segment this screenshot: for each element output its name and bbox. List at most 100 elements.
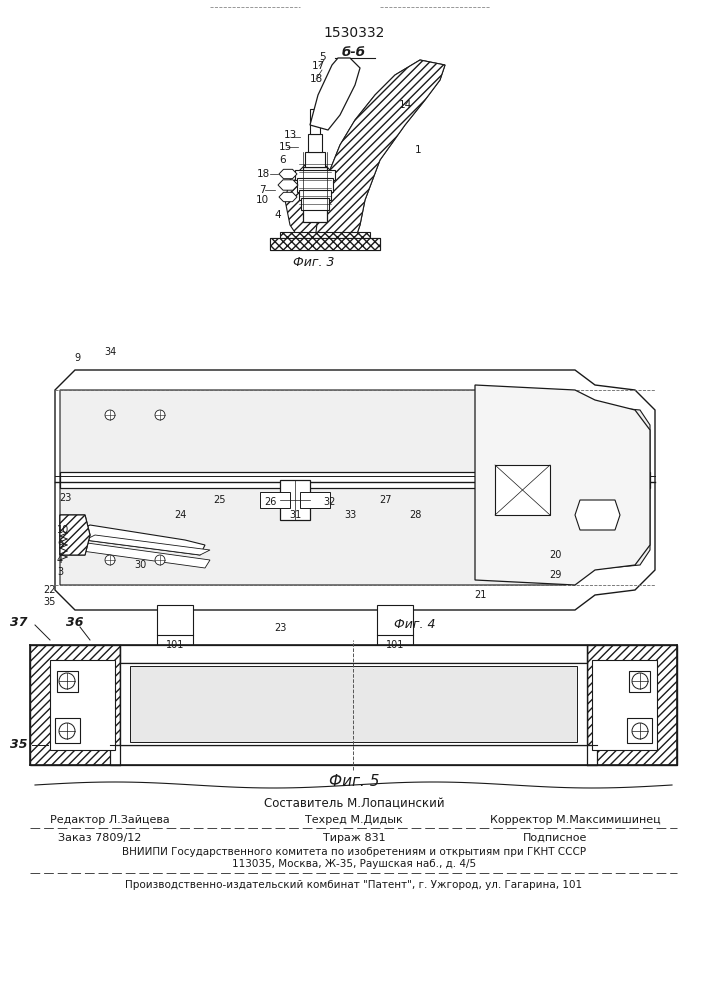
Bar	[308, 134, 322, 152]
Text: Составитель М.Лопацинский: Составитель М.Лопацинский	[264, 798, 444, 810]
Circle shape	[105, 555, 115, 565]
Polygon shape	[310, 60, 445, 240]
Bar	[495, 465, 550, 515]
Text: 1: 1	[415, 145, 421, 155]
Text: 9: 9	[57, 540, 63, 550]
Text: 101: 101	[166, 640, 185, 650]
Text: 18: 18	[257, 169, 269, 179]
Circle shape	[105, 410, 115, 420]
Text: Фиг. 3: Фиг. 3	[293, 255, 334, 268]
Polygon shape	[278, 180, 298, 190]
Polygon shape	[279, 169, 297, 179]
Polygon shape	[30, 645, 120, 765]
Circle shape	[155, 410, 165, 420]
Text: 35: 35	[11, 738, 28, 752]
Polygon shape	[587, 645, 677, 765]
Bar	[297, 178, 333, 192]
Text: 28: 28	[409, 510, 421, 520]
Text: 26: 26	[264, 497, 276, 507]
Polygon shape	[157, 605, 193, 635]
Polygon shape	[75, 542, 210, 568]
Polygon shape	[130, 666, 577, 742]
Text: 14: 14	[398, 100, 411, 110]
Text: Корректор М.Максимишинец: Корректор М.Максимишинец	[490, 815, 660, 825]
Text: 113035, Москва, Ж-35, Раушская наб., д. 4/5: 113035, Москва, Ж-35, Раушская наб., д. …	[232, 859, 476, 869]
Text: 36: 36	[66, 616, 83, 630]
Polygon shape	[377, 605, 413, 635]
Text: Тираж 831: Тираж 831	[322, 833, 385, 843]
Bar	[300, 492, 330, 508]
Text: б-б: б-б	[342, 45, 366, 58]
Text: Производственно-издательский комбинат "Патент", г. Ужгород, ул. Гагарина, 101: Производственно-издательский комбинат "П…	[125, 880, 583, 890]
Polygon shape	[575, 500, 620, 530]
Bar	[260, 492, 290, 508]
Text: 1530332: 1530332	[323, 26, 385, 40]
Bar	[627, 718, 652, 743]
Text: 30: 30	[134, 560, 146, 570]
Polygon shape	[475, 385, 650, 585]
Text: 21: 21	[474, 590, 486, 600]
Polygon shape	[279, 192, 297, 202]
Bar	[299, 190, 331, 200]
Text: 3: 3	[57, 567, 63, 577]
Circle shape	[632, 723, 648, 739]
Text: 23: 23	[274, 623, 286, 633]
Text: 18: 18	[310, 74, 322, 84]
Circle shape	[632, 673, 648, 689]
Polygon shape	[280, 232, 370, 245]
Text: 29: 29	[549, 570, 561, 580]
Text: 101: 101	[386, 640, 404, 650]
Bar	[55, 718, 80, 743]
Text: 13: 13	[284, 130, 297, 140]
Polygon shape	[50, 660, 115, 750]
Text: 35: 35	[44, 597, 56, 607]
Text: 7: 7	[259, 185, 265, 195]
Bar	[57, 671, 78, 692]
Polygon shape	[85, 535, 210, 555]
Polygon shape	[120, 663, 587, 745]
Bar	[295, 170, 335, 180]
Text: 37: 37	[11, 616, 28, 630]
Text: 10: 10	[57, 525, 69, 535]
Text: 9: 9	[74, 353, 80, 363]
Text: Заказ 7809/12: Заказ 7809/12	[58, 833, 141, 843]
Text: 24: 24	[174, 510, 186, 520]
Text: 31: 31	[289, 510, 301, 520]
Bar	[270, 238, 380, 250]
Text: 22: 22	[44, 585, 57, 595]
Text: 17: 17	[311, 61, 325, 71]
Polygon shape	[60, 390, 650, 585]
Text: 32: 32	[324, 497, 337, 507]
Polygon shape	[120, 645, 587, 663]
Text: 25: 25	[214, 495, 226, 505]
Text: 34: 34	[104, 347, 116, 357]
Text: Техред М.Дидык: Техред М.Дидык	[305, 815, 403, 825]
Text: 33: 33	[344, 510, 356, 520]
Text: 20: 20	[549, 550, 561, 560]
Bar	[280, 480, 310, 520]
Text: Фиг. 4: Фиг. 4	[395, 618, 436, 632]
Polygon shape	[55, 370, 655, 610]
Text: 10: 10	[255, 195, 269, 205]
Text: 4: 4	[57, 555, 63, 565]
Bar	[629, 671, 650, 692]
Bar	[303, 167, 327, 222]
Polygon shape	[285, 160, 330, 240]
Polygon shape	[110, 745, 597, 765]
Circle shape	[59, 723, 75, 739]
Polygon shape	[270, 238, 380, 250]
Text: Фиг. 5: Фиг. 5	[329, 774, 379, 790]
Circle shape	[155, 555, 165, 565]
Polygon shape	[310, 60, 445, 240]
Bar	[305, 152, 325, 167]
Text: 15: 15	[279, 142, 291, 152]
Text: 6: 6	[280, 155, 286, 165]
Bar	[301, 198, 329, 210]
Polygon shape	[310, 58, 360, 130]
Text: 23: 23	[59, 493, 71, 503]
Text: 5: 5	[319, 52, 325, 62]
Bar	[60, 472, 650, 488]
Text: Подписное: Подписное	[522, 833, 588, 843]
Polygon shape	[80, 525, 205, 555]
Polygon shape	[592, 660, 657, 750]
